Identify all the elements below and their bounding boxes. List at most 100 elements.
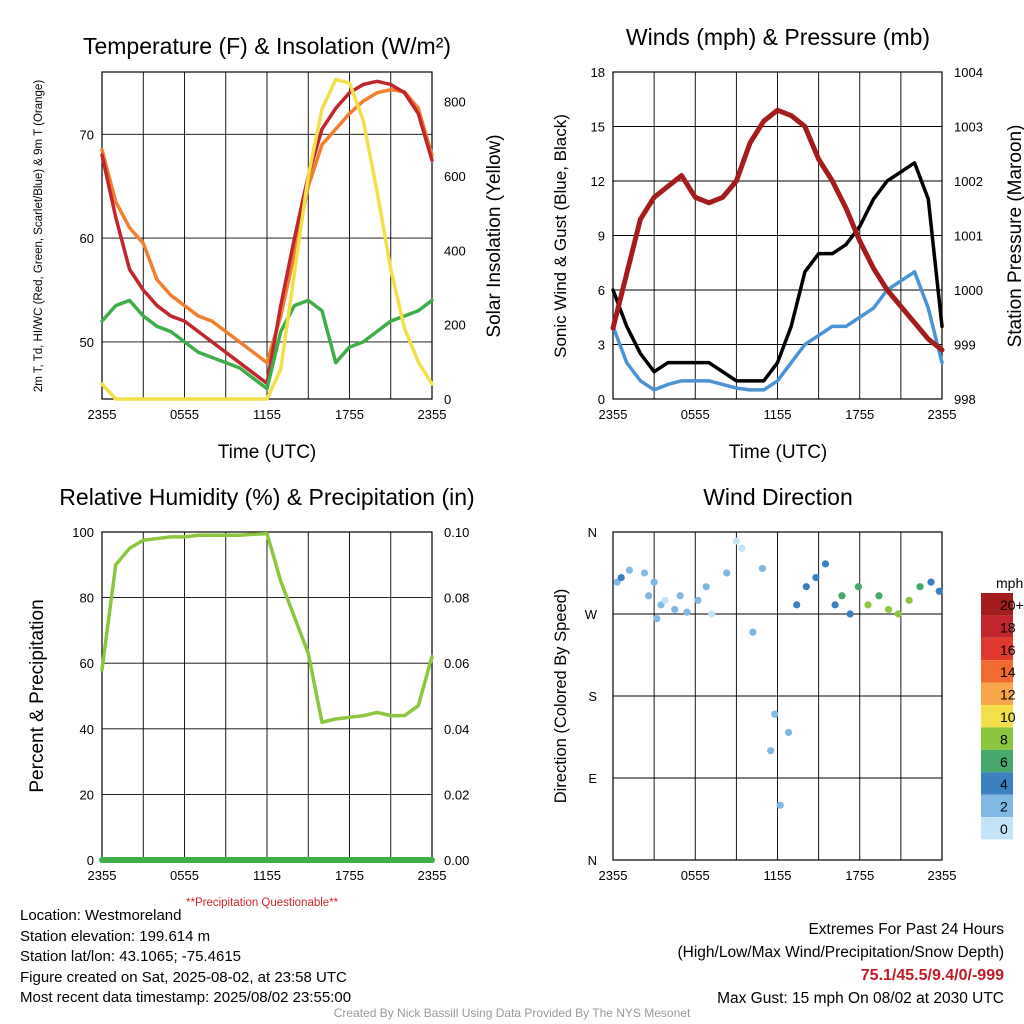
series-line-rh [100,531,434,724]
y2-tick-label: 999 [954,338,976,353]
colorbar-tick-label: 0 [1000,821,1008,837]
colorbar-swatch [981,705,1013,728]
location-text: Location: Westmoreland [20,907,182,924]
direction-tick-label: W [585,607,598,622]
winds-y2label: Station Pressure (Maroon) [1005,125,1024,348]
y2-tick-label: 0.04 [444,722,469,737]
created-text: Figure created on Sat, 2025-08-02, at 23… [20,968,347,986]
wind-direction-point [846,610,854,618]
y-tick-label: 18 [591,65,605,80]
wind-direction-point [694,596,702,604]
colorbar-swatch [981,593,1013,616]
y-tick-label: 0 [598,392,605,407]
y2-tick-label: 800 [444,95,466,110]
y2-tick-label: 1002 [954,174,983,189]
colorbar-tick-label: 4 [1000,776,1008,792]
wind-direction-point [708,610,716,618]
colorbar-swatch [981,660,1013,683]
colorbar-tick-label: 12 [1000,687,1016,703]
x-tick-label: 2355 [418,868,447,883]
x-tick-label: 0555 [170,868,199,883]
y2-tick-label: 0.10 [444,525,469,540]
colorbar-swatch [981,637,1013,661]
wind-direction-point [738,544,746,553]
elevation-text: Station elevation: 199.614 m [20,927,211,945]
x-tick-label: 1755 [845,868,874,883]
y-tick-label: 40 [80,722,94,737]
y2-tick-label: 0.00 [444,853,469,868]
wind-direction-point [905,596,913,604]
recent-data-text: Most recent data timestamp: 2025/08/02 2… [20,989,352,1006]
colorbar-swatch [981,727,1013,750]
y2-tick-label: 1001 [954,229,983,244]
wind-direction-point [784,728,793,737]
y-tick-label: 100 [72,525,94,540]
colorbar-swatch [981,749,1013,773]
wind-direction-point [927,578,935,586]
wind-direction-point [653,614,661,623]
wind-direction-point [702,583,710,591]
wind-direction-point [776,801,784,809]
y-tick-label: 9 [598,229,605,244]
extremes-legend: (High/Low/Max Wind/Precipitation/Snow De… [677,944,1005,961]
wind-direction-point [875,592,883,600]
x-tick-label: 1755 [335,407,364,422]
y2-tick-label: 1000 [954,283,983,298]
direction-tick-label: N [588,853,597,868]
precipitation-questionable-note: **Precipitation Questionable** [186,897,339,909]
credit-text: Created By Nick Bassill Using Data Provi… [333,1006,691,1020]
x-tick-label: 2355 [88,868,117,883]
y-tick-label: 50 [80,335,94,350]
colorbar-tick-label: 20+ [1000,597,1024,613]
wind-direction-point [767,747,775,755]
wind-direction-point [625,566,634,574]
x-tick-label: 1155 [253,407,281,422]
x-tick-label: 2355 [928,868,957,883]
x-tick-label: 1155 [764,868,792,883]
colorbar-swatch [981,817,1013,840]
x-tick-label: 1155 [253,868,281,883]
wind-direction-point [771,710,779,718]
y-tick-label: 15 [591,120,605,135]
y-tick-label: 60 [80,231,94,246]
y2-tick-label: 0.06 [444,656,469,671]
series-line-station-pressure [610,107,945,353]
wind-direction-point [802,583,810,591]
rh-panel-title: Relative Humidity (%) & Precipitation (i… [59,484,474,510]
y-tick-label: 3 [598,338,605,353]
station-info: Location: Westmoreland Station elevation… [20,906,351,1009]
x-tick-label: 2355 [599,407,628,422]
wind-direction-point [661,596,669,604]
colorbar-swatch [981,682,1013,705]
colorbar-tick-label: 10 [1000,709,1016,725]
plot-layer: 2355 0555 1155 1755 235550607002004006008002… [72,65,1023,883]
direction-tick-label: N [588,525,597,540]
x-tick-label: 2355 [599,868,628,883]
winds-ylabel: Sonic Wind & Gust (Blue, Black) [551,114,570,358]
colorbar-unit-label: mph [996,575,1023,591]
x-tick-label: 0555 [681,868,710,883]
colorbar-tick-label: 6 [1000,754,1008,770]
wind-direction-point [793,601,801,609]
wind-direction-point [683,608,691,616]
colorbar-tick-label: 8 [1000,731,1008,747]
wind-direction-point [645,592,653,600]
wind-direction-point [935,587,943,595]
y2-tick-label: 1004 [954,65,983,80]
wind-direction-point [723,569,731,577]
wind-direction-point [732,537,740,545]
wind-direction-point [640,569,649,577]
max-gust-text: Max Gust: 15 mph On 08/02 at 2030 UTC [717,990,1004,1007]
wind-direction-point [838,592,846,600]
direction-tick-label: E [588,771,597,786]
series-line-td [100,298,434,391]
extremes-block: Extremes For Past 24 Hours (High/Low/Max… [678,918,1005,1010]
wind-direction-point [884,605,893,614]
x-tick-label: 1755 [845,407,874,422]
x-tick-label: 2355 [928,407,957,422]
y-tick-label: 60 [80,656,94,671]
colorbar-swatch [981,615,1013,638]
direction-tick-label: S [588,689,597,704]
series-line-solar-insolation [100,77,434,401]
x-tick-label: 1755 [335,868,364,883]
